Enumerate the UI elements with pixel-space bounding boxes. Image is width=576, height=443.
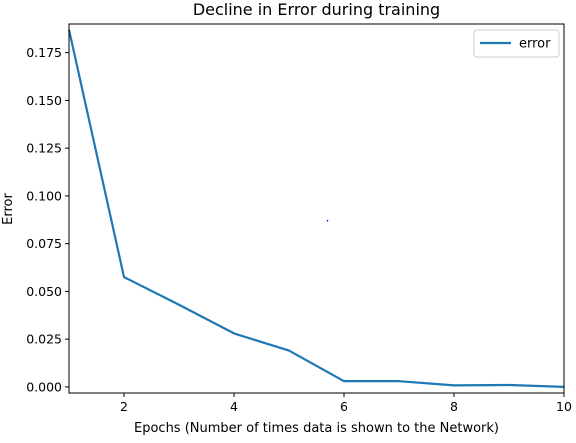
x-axis-label: Epochs (Number of times data is shown to… [134, 421, 499, 436]
x-tick-label: 4 [230, 399, 238, 414]
legend-label-error: error [519, 37, 551, 52]
y-tick-label: 0.125 [26, 141, 62, 156]
y-axis-label: Error [1, 193, 16, 225]
chart-title: Decline in Error during training [193, 0, 440, 19]
y-tick-label: 0.025 [26, 332, 62, 347]
x-tick-label: 6 [340, 399, 348, 414]
plot-frame [69, 24, 564, 393]
x-tick-label: 10 [556, 399, 572, 414]
x-tick-label: 8 [450, 399, 458, 414]
y-tick-label: 0.000 [26, 379, 62, 394]
x-tick-label: 2 [120, 399, 128, 414]
y-tick-label: 0.100 [26, 188, 62, 203]
x-axis: 2 4 6 8 10 [120, 393, 572, 414]
series-line-error [69, 30, 564, 387]
y-tick-label: 0.050 [26, 284, 62, 299]
y-tick-label: 0.175 [26, 45, 62, 60]
plot-area [69, 30, 564, 387]
y-axis: 0.000 0.025 0.050 0.075 0.100 0.125 0.150 0.175 [26, 45, 69, 394]
legend: error [474, 30, 559, 57]
y-tick-label: 0.150 [26, 93, 62, 108]
stray-point [327, 220, 329, 222]
y-tick-label: 0.075 [26, 236, 62, 251]
